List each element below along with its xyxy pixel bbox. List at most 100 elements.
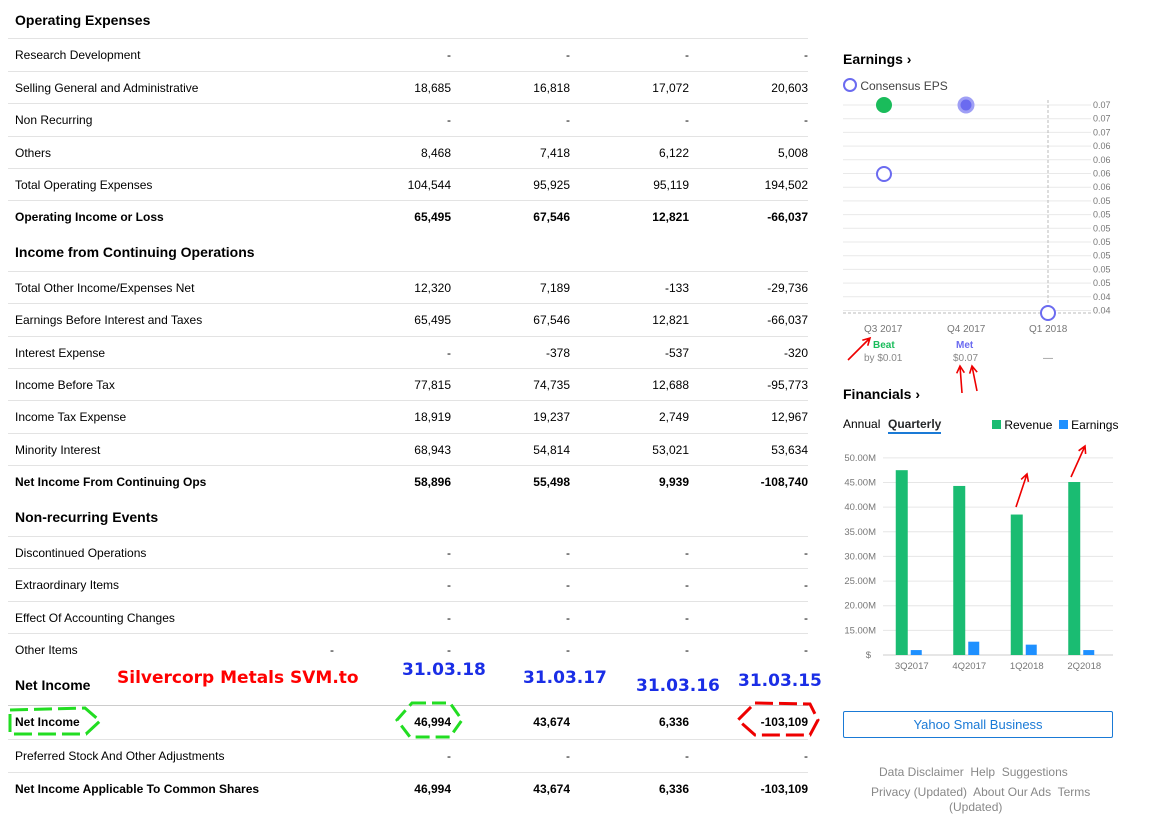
footer-line-1: Data Disclaimer Help Suggestions [879,765,1068,779]
suggestions-link[interactable]: Suggestions [1001,765,1068,779]
earnings-title[interactable]: Earnings › [843,51,912,67]
chevron-right-icon: › [915,386,921,402]
eps-tick-label: 0.07 [1093,114,1111,124]
row-value: - [685,749,689,763]
row-value: 12,821 [652,210,689,224]
fin-tick-label: $ [866,650,872,661]
row-value: 65,495 [414,210,451,224]
legend-earnings-swatch [1058,420,1068,429]
fin-tick-label: 45.00M [844,478,876,489]
red-arrow-icon [968,364,978,392]
row-value: -320 [783,346,808,360]
data-disclaimer-link[interactable]: Data Disclaimer [879,765,964,779]
footer-line-3: (Updated) [949,800,1003,814]
footer-line-2: Privacy (Updated) About Our Ads Terms [871,785,1090,799]
row-value: 7,189 [539,281,570,295]
eps-tick-label: 0.05 [1093,223,1111,233]
table-row: Operating Income or Loss 65,495 67,546 12,8… [8,200,808,233]
row-value: -66,037 [767,210,808,224]
eps-consensus-q1 [1040,305,1056,321]
table-row: Non Recurring - - - - [8,103,808,136]
tab-quarterly[interactable]: Quarterly [888,417,942,434]
row-value: 194,502 [764,178,808,192]
row-value: 12,821 [652,313,689,327]
table-row: Preferred Stock And Other Adjustments - - -… [8,739,808,772]
table-row: Others 8,468 7,418 6,122 5,008 [8,136,808,169]
row-value: 16,818 [533,81,570,95]
fin-category-label: 2Q2018 [1067,661,1101,672]
row-label: Other Items [15,643,78,657]
red-arrow-icon [955,364,966,394]
help-link[interactable]: Help [970,765,996,779]
eps-tick-label: 0.07 [1093,127,1111,137]
annotation-date-4: 31.03.15 [738,671,822,691]
row-value: 17,072 [652,81,689,95]
row-value: 65,495 [414,313,451,327]
eps-tick-label: 0.06 [1093,169,1111,179]
section-title-net-income: Net Income [15,677,91,693]
row-value: - [330,643,334,657]
yahoo-small-business-button[interactable]: Yahoo Small Business [843,711,1113,738]
table-row: Discontinued Operations - - - - [8,536,808,569]
table-row: Total Other Income/Expenses Net 12,320 7,1… [8,271,808,304]
row-label: Net Income [15,715,80,729]
row-value: - [566,611,570,625]
earnings-chart: 0.07 0.07 0.07 0.06 0.06 0.06 0.06 0.05 0.05 0.05… [843,96,1111,321]
tab-annual[interactable]: Annual [843,417,881,431]
row-value: - [685,113,689,127]
row-value: - [447,546,451,560]
eps-tick-label: 0.06 [1093,155,1111,165]
row-label: Selling General and Administrative [15,81,199,95]
row-value: -95,773 [767,378,808,392]
row-label: Discontinued Operations [15,546,147,560]
privacy-link[interactable]: Privacy (Updated) [871,785,968,799]
table-row: Total Operating Expenses 104,544 95,925 95,… [8,168,808,201]
row-value: 95,925 [533,178,570,192]
row-value: 53,634 [771,443,808,457]
row-value: - [685,546,689,560]
row-value: - [447,643,451,657]
table-row: Net Income 46,994 43,674 6,336 -103,109 [8,705,808,738]
table-row: Other Items - - - - - [8,633,808,666]
row-value: 77,815 [414,378,451,392]
chevron-right-icon: › [906,51,912,67]
row-value: - [804,48,808,62]
bar-revenue [953,485,966,655]
row-value: - [447,48,451,62]
row-value: 54,814 [533,443,570,457]
row-value: -103,109 [760,715,808,729]
terms-link[interactable]: Terms [1057,785,1091,799]
fin-tick-label: 30.00M [844,551,876,562]
eps-tick-label: 0.05 [1093,251,1111,261]
row-value: - [685,48,689,62]
eps-quarter-label: Q3 2017 [864,324,903,335]
fin-category-label: 3Q2017 [895,661,929,672]
eps-quarter-label: Q1 2018 [1029,324,1068,335]
eps-tick-label: 0.07 [1093,100,1111,110]
row-value: 68,943 [414,443,451,457]
table-row: Income Before Tax 77,815 74,735 12,688 -95,7… [8,368,808,401]
row-label: Earnings Before Interest and Taxes [15,313,203,327]
row-value: - [685,643,689,657]
eps-tick-label: 0.05 [1093,196,1111,206]
row-label: Net Income Applicable To Common Shares [15,782,260,796]
row-value: -537 [664,346,689,360]
row-value: 46,994 [414,715,451,729]
about-ads-link[interactable]: About Our Ads [973,785,1052,799]
fin-tick-label: 35.00M [844,527,876,538]
bar-revenue [1068,482,1081,655]
row-value: 2,749 [658,410,689,424]
financials-legend: Revenue Earnings [992,418,1118,432]
annotation-circles [8,701,820,739]
row-value: 74,735 [533,378,570,392]
row-value: -29,736 [767,281,808,295]
row-value: 5,008 [777,146,808,160]
row-value: - [566,113,570,127]
row-value: - [566,643,570,657]
eps-status: Met [956,340,974,351]
row-value: 95,119 [653,178,689,192]
bar-revenue [895,470,908,655]
financials-title[interactable]: Financials › [843,386,921,402]
bar-earnings [1083,650,1095,655]
section-title-continuing-ops: Income from Continuing Operations [15,244,255,260]
